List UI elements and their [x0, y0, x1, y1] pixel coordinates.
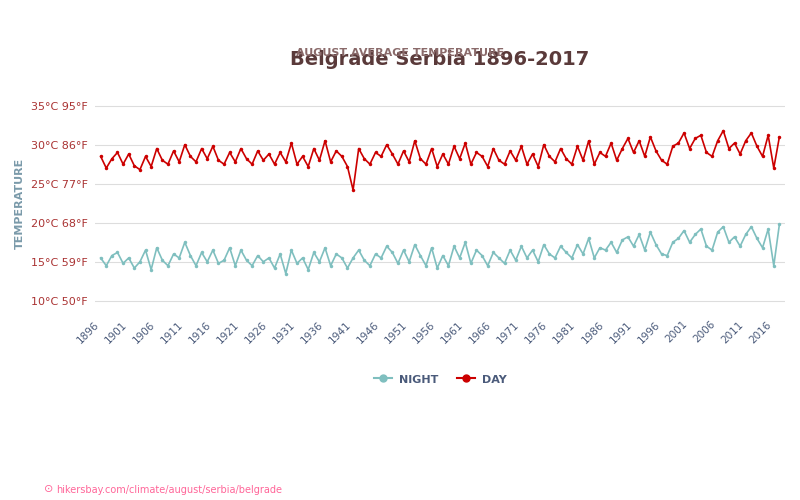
Y-axis label: TEMPERATURE: TEMPERATURE	[15, 158, 25, 249]
Text: AUGUST AVERAGE TEMPERATURE: AUGUST AVERAGE TEMPERATURE	[296, 48, 504, 58]
Title: Belgrade Serbia 1896-2017: Belgrade Serbia 1896-2017	[290, 50, 590, 69]
Legend: NIGHT, DAY: NIGHT, DAY	[369, 369, 511, 390]
Text: hikersbay.com/climate/august/serbia/belgrade: hikersbay.com/climate/august/serbia/belg…	[56, 485, 282, 495]
Text: ⊙: ⊙	[44, 484, 54, 494]
